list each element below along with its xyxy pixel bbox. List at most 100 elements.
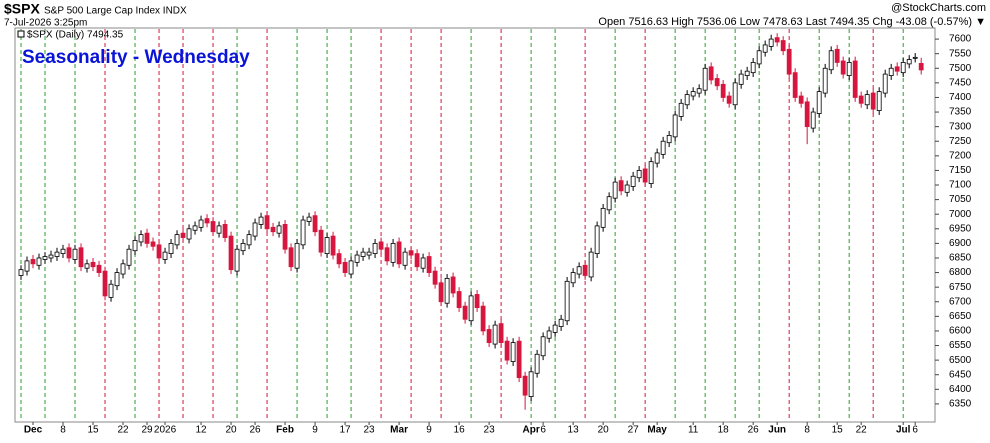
x-tick-label: 27: [628, 425, 640, 436]
x-tick-label: Jun: [768, 425, 786, 436]
x-tick-label: 12: [195, 425, 207, 436]
candle-body: [756, 50, 762, 65]
x-tick-label: Dec: [24, 425, 43, 436]
candle-body: [60, 248, 66, 255]
candle-body: [294, 242, 300, 269]
candle-body: [198, 219, 204, 228]
x-tick-label: 26: [748, 425, 760, 436]
x-tick-label: 18: [718, 425, 730, 436]
candle-body: [24, 260, 30, 272]
y-tick-label: 6450: [949, 369, 972, 380]
candle-body: [834, 48, 840, 63]
y-tick-label: 6500: [949, 355, 972, 366]
candle-body: [546, 330, 552, 339]
candle-body: [906, 59, 912, 65]
candle-body: [240, 242, 246, 252]
candle-body: [600, 207, 606, 228]
candle-body: [498, 323, 504, 344]
candle-body: [684, 94, 690, 106]
candle-body: [876, 91, 882, 111]
candle-body: [576, 266, 582, 275]
candle-body: [828, 50, 834, 71]
candle-body: [150, 241, 156, 247]
candle-body: [870, 92, 876, 110]
candle-body: [516, 340, 522, 379]
candle-body: [234, 248, 240, 272]
brand: @StockCharts.com: [891, 2, 986, 14]
candle-body: [570, 272, 576, 284]
y-tick-label: 7150: [949, 165, 972, 176]
candle-body: [48, 254, 54, 259]
candle-body: [324, 237, 330, 255]
y-tick-label: 7400: [949, 92, 972, 103]
candle-body: [168, 242, 174, 255]
candle-body: [252, 222, 258, 237]
candle-body: [354, 254, 360, 263]
candle-body: [396, 241, 402, 265]
candle-body: [504, 340, 510, 361]
candle-body: [852, 60, 858, 98]
candle-body: [750, 62, 756, 74]
candle-body: [858, 95, 864, 104]
candle-body: [36, 257, 42, 266]
candle-body: [666, 135, 672, 144]
candle-body: [540, 336, 546, 357]
y-tick-label: 6700: [949, 296, 972, 307]
candle-body: [846, 62, 852, 76]
candle-body: [480, 305, 486, 332]
candle-body: [378, 241, 384, 250]
candle-body: [918, 63, 924, 71]
candle-body: [798, 95, 804, 104]
candle-body: [54, 251, 60, 257]
candle-body: [810, 111, 816, 129]
y-tick-label: 6600: [949, 326, 972, 337]
candle-body: [888, 67, 894, 76]
y-tick-label: 7000: [949, 209, 972, 220]
y-tick-label: 7300: [949, 121, 972, 132]
candle-body: [558, 318, 564, 327]
candle-body: [738, 73, 744, 85]
candle-body: [420, 257, 426, 269]
candle-body: [552, 324, 558, 333]
candle-body: [588, 251, 594, 278]
x-tick-label: 29: [141, 425, 153, 436]
candle-body: [342, 261, 348, 273]
quote: Open 7516.63 High 7536.06 Low 7478.63 La…: [598, 16, 986, 28]
candle-body: [792, 72, 798, 98]
candle-body: [528, 371, 534, 398]
candle-body: [402, 251, 408, 266]
y-tick-label: 6350: [949, 399, 972, 410]
candle-body: [330, 235, 336, 256]
candle-body: [42, 256, 48, 260]
candle-body: [18, 269, 24, 276]
legend-swatch: [17, 30, 25, 38]
x-tick-label: 15: [832, 425, 844, 436]
x-tick-label: 2026: [154, 425, 177, 436]
x-tick-label: 20: [225, 425, 237, 436]
candle-body: [102, 270, 108, 297]
candle-body: [426, 256, 432, 273]
candle-body: [762, 44, 768, 53]
marks: [18, 29, 924, 421]
candle-body: [366, 251, 372, 256]
candle-body: [276, 225, 282, 234]
candle-body: [534, 353, 540, 374]
candle-body: [522, 375, 528, 396]
candle-body: [894, 66, 900, 72]
candle-body: [780, 40, 786, 52]
candle-body: [726, 95, 732, 104]
candle-body: [156, 244, 162, 259]
x-tick-label: 8: [60, 425, 66, 436]
x-tick-label: 15: [87, 425, 99, 436]
candle-body: [414, 253, 420, 268]
candle-body: [864, 94, 870, 106]
candle-body: [30, 259, 36, 265]
y-tick-label: 6550: [949, 340, 972, 351]
x-tick-label: 8: [804, 425, 810, 436]
candle-body: [648, 161, 654, 184]
candle-body: [474, 294, 480, 308]
candle-body: [120, 263, 126, 275]
candle-body: [126, 248, 132, 266]
y-tick-label: 6400: [949, 384, 972, 395]
candle-body: [612, 181, 618, 199]
